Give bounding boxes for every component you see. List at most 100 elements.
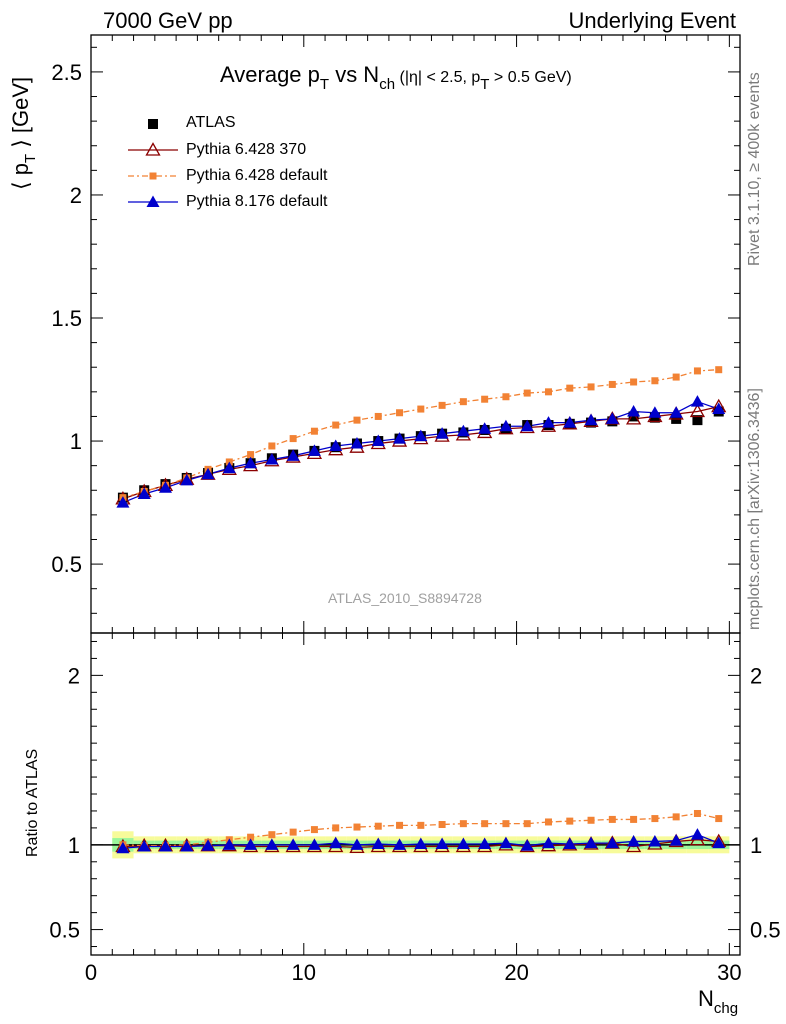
ratio-point-series-2: [353, 823, 361, 831]
ratio-point-series-2: [332, 824, 340, 832]
data-point-series-3: [265, 453, 279, 465]
ratio-point-series-2: [630, 815, 638, 823]
ratio-y-tick-label-right: 0.5: [750, 918, 781, 943]
ratio-point-series-3: [712, 836, 726, 849]
data-point-series-3: [329, 439, 343, 451]
y-axis-label-b: ⟩ [GeV]: [8, 76, 33, 154]
data-point-series-3: [584, 413, 598, 426]
x-axis-label-main: N: [698, 986, 714, 1011]
plot-title-b: vs N: [329, 62, 380, 87]
ratio-y-axis-label: Ratio to ATLAS: [24, 748, 41, 857]
axis-ticks: [90, 35, 740, 955]
plot-title-cut-a-sub: T: [480, 76, 490, 93]
ratio-point-series-2: [693, 809, 701, 817]
y-tick-label: 0.5: [51, 552, 82, 577]
ratio-point-series-2: [566, 817, 574, 825]
ratio-point-series-3: [329, 836, 343, 849]
ratio-y-tick-label: 1: [68, 833, 80, 858]
ratio-point-series-3: [307, 838, 321, 850]
ratio-point-series-3: [371, 837, 385, 849]
axis-tick-labels: 0 10 20 30 0.5 1 1.5 2 2.5 0.5 0.5 1 1 2 2: [49, 60, 780, 985]
ratio-y-tick-label-right: 1: [750, 833, 762, 858]
legend-marker-1: [145, 142, 161, 156]
ratio-point-series-2: [459, 820, 467, 828]
rivet-version-label: Rivet 3.1.10, ≥ 400k events: [746, 72, 763, 266]
data-point-series-1: [689, 403, 706, 418]
ratio-point-series-3: [201, 839, 215, 851]
data-point-series-2: [374, 412, 382, 420]
data-point-series-2: [608, 380, 616, 388]
data-point-series-3: [541, 416, 555, 428]
ratio-point-series-2: [502, 820, 510, 828]
data-point-series-3: [520, 419, 534, 432]
ratio-point-series-3: [563, 837, 577, 849]
x-tick-label: 30: [717, 960, 741, 985]
y-tick-label: 2.5: [51, 60, 82, 85]
data-point-series-2: [438, 401, 446, 409]
data-point-series-3: [137, 487, 151, 499]
data-point-series-3: [414, 429, 428, 442]
ratio-point-series-2: [289, 828, 297, 836]
data-point-series-2: [651, 377, 659, 385]
ratio-point-series-3: [350, 838, 364, 850]
data-point-series-3: [222, 461, 236, 474]
legend-label-pythia6-370: Pythia 6.428 370: [186, 141, 307, 158]
analysis-id-watermark: ATLAS_2010_S8894728: [328, 590, 482, 606]
ratio-point-series-2: [608, 815, 616, 823]
data-point-series-2: [353, 416, 361, 424]
data-point-series-2: [693, 367, 701, 375]
ratio-point-series-3: [244, 838, 258, 850]
legend-label-pythia6-default: Pythia 6.428 default: [186, 167, 328, 184]
ratio-point-series-3: [222, 838, 236, 850]
y-tick-label: 2: [70, 183, 82, 208]
main-panel-series: [115, 366, 727, 508]
ratio-point-series-2: [672, 813, 680, 821]
x-tick-label: 20: [504, 960, 528, 985]
ratio-point-series-3: [180, 840, 194, 852]
plot-title-cut-b: > 0.5 GeV): [489, 69, 572, 86]
ratio-point-series-3: [116, 841, 130, 854]
ratio-point-series-2: [715, 815, 723, 823]
ratio-point-series-3: [669, 834, 683, 846]
ratio-point-series-3: [541, 836, 555, 849]
data-point-series-2: [289, 435, 297, 443]
data-point-series-2: [268, 442, 276, 450]
x-axis-label-sub: chg: [713, 1000, 739, 1017]
x-tick-label: 0: [85, 960, 97, 985]
data-point-series-2: [247, 451, 255, 459]
mcplots-label: mcplots.cern.ch [arXiv:1306.3436]: [746, 388, 763, 630]
data-point-series-2: [544, 388, 552, 396]
ratio-point-series-2: [310, 826, 318, 834]
header-left: 7000 GeV pp: [103, 8, 233, 33]
y-axis-label-a: ⟨ p: [8, 163, 33, 190]
ratio-point-series-2: [587, 816, 595, 824]
ratio-panel-frame: [90, 632, 741, 956]
legend-marker-2: [149, 172, 157, 180]
legend-label-pythia8-default: Pythia 8.176 default: [186, 193, 328, 210]
ratio-point-series-2: [247, 833, 255, 841]
ratio-point-series-2: [544, 818, 552, 826]
ratio-point-series-3: [584, 836, 598, 849]
data-point-series-2: [396, 409, 404, 417]
data-point-series-3: [605, 412, 619, 424]
data-point-series-3: [499, 419, 513, 432]
data-point-series-3: [712, 402, 726, 415]
plot-title-a-sub: T: [319, 76, 330, 93]
data-point-series-3: [435, 427, 449, 439]
ratio-point-series-2: [268, 831, 276, 839]
ratio-y-tick-label: 0.5: [49, 918, 80, 943]
ratio-point-series-3: [414, 837, 428, 849]
data-point-series-3: [244, 456, 258, 469]
data-point-series-3: [371, 434, 385, 447]
ratio-y-tick-label-right: 2: [750, 663, 762, 688]
data-point-series-2: [566, 384, 574, 392]
data-point-series-2: [630, 378, 638, 386]
data-point-series-3: [116, 496, 130, 508]
ratio-point-series-3: [648, 834, 662, 847]
data-point-series-3: [648, 406, 662, 418]
data-point-series-1: [625, 411, 642, 425]
ratio-point-series-3: [137, 840, 151, 852]
plot-title: Average pT vs Nch (|η| < 2.5, pT > 0.5 G…: [220, 62, 572, 93]
ratio-point-series-2: [481, 820, 489, 828]
ratio-point-series-3: [158, 840, 172, 852]
